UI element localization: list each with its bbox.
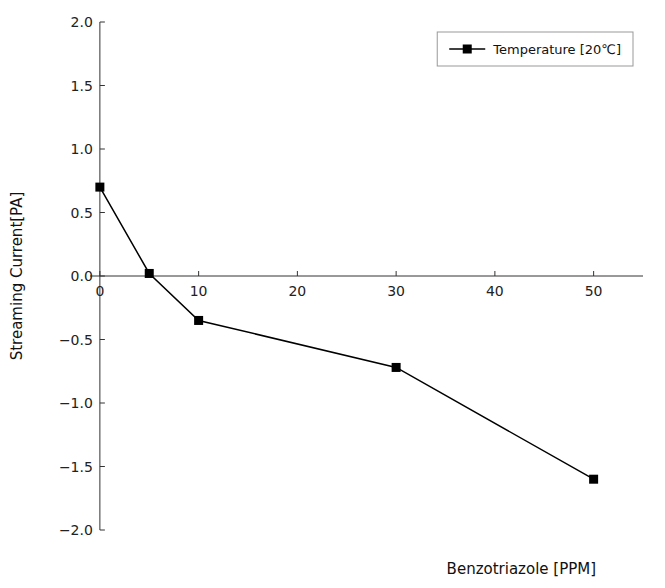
x-tick-label: 50 bbox=[585, 283, 603, 299]
legend: Temperature [20℃] bbox=[437, 32, 633, 66]
x-tick bbox=[593, 271, 594, 276]
x-tick-label: 30 bbox=[387, 283, 405, 299]
data-point bbox=[194, 316, 203, 325]
x-tick bbox=[198, 271, 199, 276]
y-tick-label: −1.5 bbox=[59, 459, 93, 475]
y-tick-label: 0.5 bbox=[71, 205, 93, 221]
y-axis-label: Streaming Current[PA] bbox=[8, 192, 26, 361]
data-point bbox=[145, 269, 154, 278]
x-tick-label: 0 bbox=[95, 283, 104, 299]
legend-frame bbox=[437, 32, 633, 66]
x-tick-label: 40 bbox=[486, 283, 504, 299]
y-tick-label: −1.0 bbox=[59, 395, 93, 411]
legend-marker bbox=[463, 45, 472, 54]
data-point bbox=[589, 475, 598, 484]
y-tick bbox=[100, 276, 105, 277]
y-tick bbox=[100, 466, 105, 467]
data-point bbox=[95, 183, 104, 192]
legend-label: Temperature [20℃] bbox=[492, 42, 621, 57]
y-tick bbox=[100, 149, 105, 150]
y-tick-label: 0.0 bbox=[71, 268, 93, 284]
y-tick-label: 1.5 bbox=[71, 78, 93, 94]
x-tick-label: 10 bbox=[190, 283, 208, 299]
x-tick bbox=[494, 271, 495, 276]
y-tick bbox=[100, 339, 105, 340]
y-tick-label: 2.0 bbox=[71, 14, 93, 30]
y-tick bbox=[100, 212, 105, 213]
x-axis-line bbox=[90, 276, 643, 277]
x-tick bbox=[297, 271, 298, 276]
y-tick-label: −2.0 bbox=[59, 522, 93, 538]
x-tick bbox=[99, 271, 100, 276]
y-tick-label: −0.5 bbox=[59, 332, 93, 348]
axes: 0 10 20 30 40 50 −2.0 −1.5 −1.0 −0.5 0.0 0.5 1.0 1.5 2… bbox=[59, 14, 643, 538]
y-tick bbox=[100, 85, 105, 86]
y-tick bbox=[100, 403, 105, 404]
x-axis-label: Benzotriazole [PPM] bbox=[447, 560, 596, 578]
y-tick bbox=[100, 530, 105, 531]
y-tick-label: 1.0 bbox=[71, 141, 93, 157]
x-tick bbox=[396, 271, 397, 276]
chart: 0 10 20 30 40 50 −2.0 −1.5 −1.0 −0.5 0.0 0.5 1.0 1.5 2… bbox=[0, 0, 665, 588]
data-point bbox=[392, 363, 401, 372]
plot-area bbox=[95, 183, 598, 484]
y-tick bbox=[100, 22, 105, 23]
series-line bbox=[100, 187, 594, 479]
x-tick-label: 20 bbox=[288, 283, 306, 299]
